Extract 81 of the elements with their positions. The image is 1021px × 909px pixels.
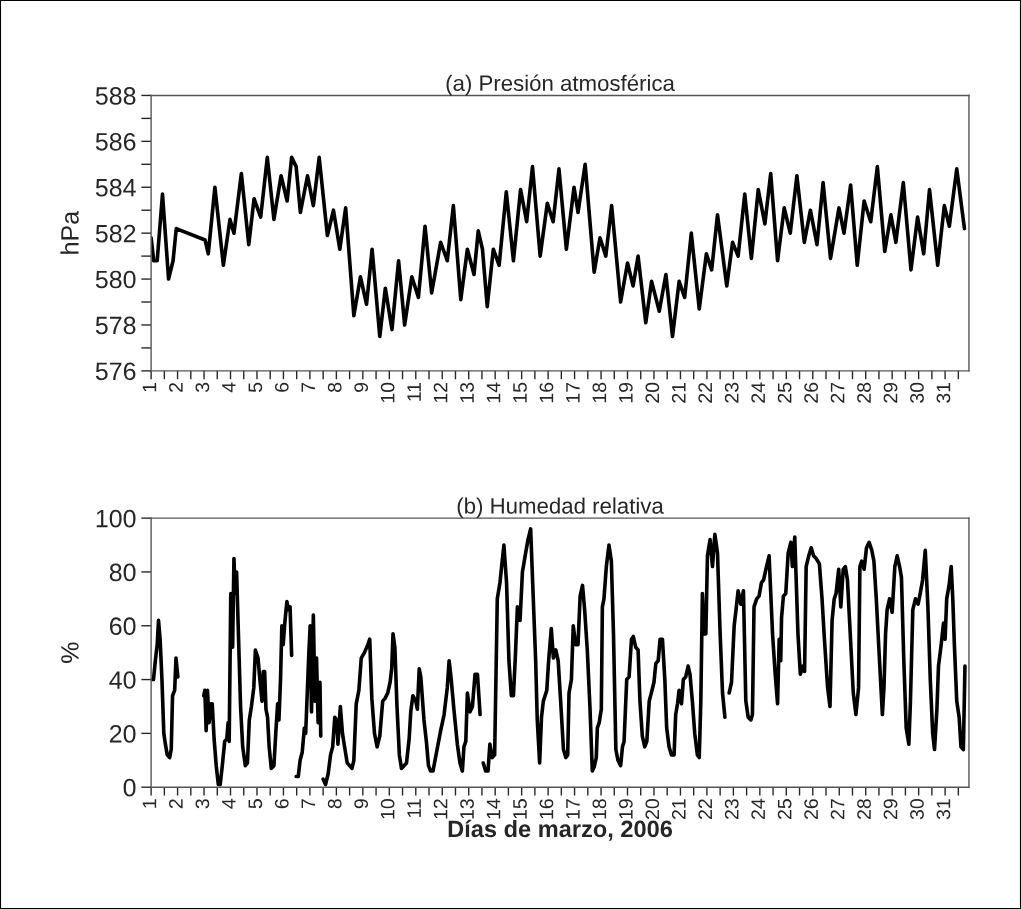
x-tick-label: 22 bbox=[698, 382, 712, 403]
x-tick-label: 3 bbox=[195, 382, 210, 393]
x-tick-label: 10 bbox=[380, 799, 395, 819]
x-tick-label: 30 bbox=[910, 799, 924, 820]
line-series bbox=[151, 155, 967, 339]
x-tick-label: 14 bbox=[486, 382, 501, 403]
y-tick-label: 576 bbox=[95, 362, 136, 381]
x-tick-label: 28 bbox=[857, 382, 871, 403]
x-tick-label: 28 bbox=[857, 799, 871, 819]
x-tick-label: 24 bbox=[751, 798, 765, 819]
x-tick-label: 9 bbox=[354, 382, 369, 392]
x-tick-label: 13 bbox=[460, 799, 474, 819]
x-tick-label: 11 bbox=[407, 799, 421, 818]
x-tick-label: 23 bbox=[724, 799, 739, 819]
x-tick-label: 31 bbox=[936, 382, 951, 403]
x-tick-label: 5 bbox=[248, 799, 263, 809]
x-tick-label: 19 bbox=[618, 799, 633, 819]
x-tick-label: 23 bbox=[724, 382, 739, 403]
x-tick-label: 20 bbox=[645, 799, 660, 819]
x-tick-label: 26 bbox=[804, 799, 818, 819]
y-tick-label: 584 bbox=[95, 178, 136, 197]
y-tick-label: 580 bbox=[95, 270, 136, 289]
x-tick-label: 4 bbox=[222, 798, 236, 809]
y-tick-label: 80 bbox=[109, 563, 136, 582]
x-tick-label: 7 bbox=[301, 382, 315, 392]
x-tick-label: 29 bbox=[883, 799, 898, 819]
x-tick-label: 21 bbox=[671, 382, 686, 403]
x-tick-label: 27 bbox=[830, 382, 845, 403]
x-tick-label: 4 bbox=[222, 382, 236, 393]
y-tick-label: 586 bbox=[95, 132, 136, 151]
x-tick-label: 9 bbox=[354, 799, 369, 809]
y-axis-title: % bbox=[61, 642, 79, 663]
x-tick-label: 8 bbox=[327, 382, 342, 392]
x-tick-label: 6 bbox=[274, 799, 289, 809]
x-tick-label: 30 bbox=[910, 382, 924, 403]
y-tick-label: 588 bbox=[95, 87, 136, 105]
chart-title: (b) Humedad relativa bbox=[457, 497, 664, 519]
x-tick-label: 16 bbox=[539, 799, 554, 819]
y-axis-title: hPa bbox=[60, 210, 79, 254]
x-tick-label: 8 bbox=[327, 799, 342, 809]
x-tick-label: 22 bbox=[698, 799, 712, 819]
x-tick-label: 17 bbox=[566, 799, 580, 819]
x-tick-label: 24 bbox=[751, 382, 765, 403]
x-tick-label: 3 bbox=[195, 799, 210, 809]
x-tick-label: 16 bbox=[539, 382, 554, 403]
x-tick-label: 26 bbox=[804, 382, 818, 403]
x-tick-label: 7 bbox=[301, 799, 315, 809]
y-tick-label: 582 bbox=[95, 224, 136, 243]
y-tick-label: 578 bbox=[95, 316, 136, 335]
x-tick-label: 1 bbox=[142, 799, 157, 808]
x-tick-label: 17 bbox=[566, 382, 580, 403]
x-tick-label: 19 bbox=[618, 382, 633, 403]
y-tick-label: 40 bbox=[109, 671, 136, 689]
x-tick-label: 5 bbox=[248, 382, 263, 393]
x-tick-label: 11 bbox=[407, 382, 421, 401]
x-tick-label: 14 bbox=[486, 798, 501, 819]
x-tick-label: 29 bbox=[883, 382, 898, 403]
x-tick-label: 13 bbox=[460, 382, 474, 403]
chart-title: (a) Presión atmosférica bbox=[446, 74, 675, 96]
x-tick-label: 27 bbox=[830, 799, 845, 819]
x-tick-label: 18 bbox=[592, 799, 607, 819]
x-tick-label: 15 bbox=[513, 799, 527, 819]
x-tick-label: 21 bbox=[671, 799, 686, 819]
x-tick-label: 2 bbox=[169, 382, 183, 392]
x-tick-label: 10 bbox=[380, 382, 395, 403]
y-tick-label: 100 bbox=[96, 509, 136, 528]
x-tick-label: 31 bbox=[936, 799, 951, 820]
y-tick-label: 20 bbox=[109, 724, 136, 743]
x-tick-label: 2 bbox=[169, 799, 183, 809]
x-tick-label: 25 bbox=[777, 382, 792, 403]
x-tick-label: 6 bbox=[274, 382, 289, 392]
x-tick-label: 20 bbox=[645, 382, 660, 403]
y-tick-label: 60 bbox=[109, 617, 136, 636]
x-tick-label: 18 bbox=[592, 382, 607, 403]
x-tick-label: 12 bbox=[433, 799, 448, 819]
x-tick-label: 15 bbox=[513, 382, 527, 403]
x-axis-title: Días de marzo, 2006 bbox=[448, 819, 673, 841]
x-tick-label: 25 bbox=[777, 799, 792, 819]
y-tick-label: 0 bbox=[123, 778, 136, 797]
x-tick-label: 12 bbox=[433, 382, 448, 403]
x-tick-label: 1 bbox=[142, 382, 157, 392]
